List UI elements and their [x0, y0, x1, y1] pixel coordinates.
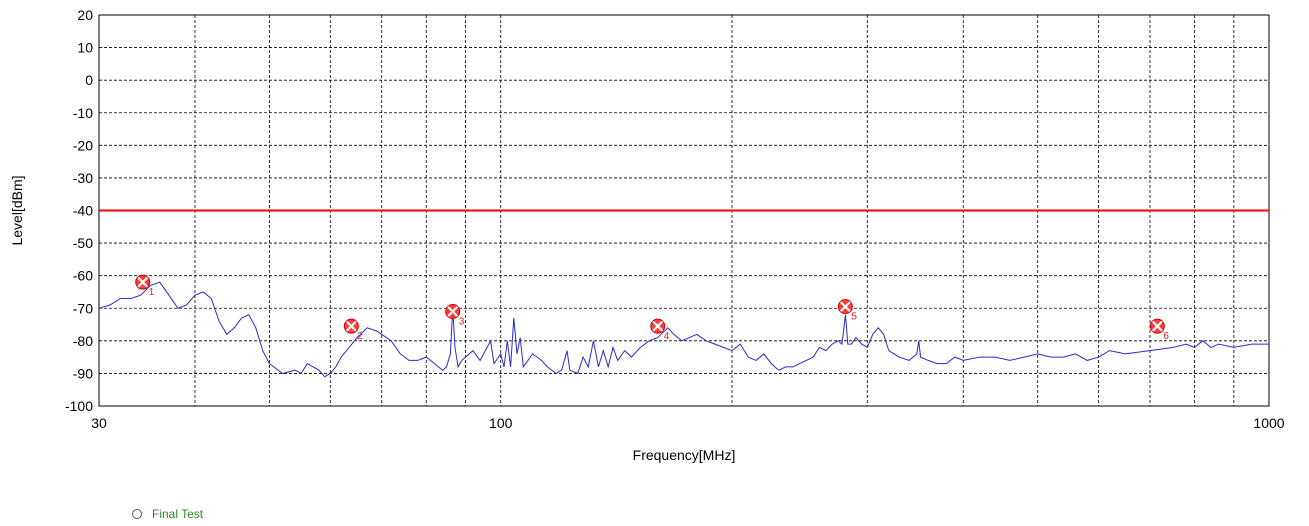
- marker-cross: [447, 306, 458, 317]
- y-tick-label: -40: [73, 203, 93, 219]
- y-tick-label: -60: [73, 268, 93, 284]
- marker-cross: [137, 277, 148, 288]
- y-tick-label: -80: [73, 333, 93, 349]
- peak-marker-icon: 4: [650, 318, 670, 342]
- y-axis-title: Level[dBm]: [9, 175, 25, 245]
- y-tick-label: -20: [73, 137, 93, 153]
- peak-marker-icon: 3: [445, 304, 465, 328]
- y-tick-label: -70: [73, 300, 93, 316]
- y-tick-label: -90: [73, 365, 93, 381]
- marker-number: 5: [851, 312, 857, 323]
- marker-cross: [346, 321, 357, 332]
- y-tick-label: 10: [77, 40, 93, 56]
- marker-cross: [1152, 321, 1163, 332]
- legend: Final Test: [132, 507, 203, 521]
- measurement-trace: [98, 281, 1269, 378]
- marker-number: 2: [357, 331, 363, 342]
- legend-label: Final Test: [152, 507, 204, 521]
- peak-markers: 1 2 3 4 5 6: [135, 274, 1169, 342]
- marker-number: 6: [1163, 331, 1169, 342]
- marker-cross: [840, 301, 851, 312]
- y-tick-label: 0: [85, 72, 93, 88]
- y-tick-label: -10: [73, 105, 93, 121]
- peak-marker-icon: 1: [135, 274, 155, 298]
- marker-number: 3: [459, 317, 465, 328]
- peak-marker-icon: 2: [343, 318, 363, 342]
- peak-marker-icon: 5: [837, 299, 857, 323]
- x-tick-label: 30: [91, 415, 107, 431]
- marker-cross: [652, 321, 663, 332]
- y-tick-label: 20: [77, 7, 93, 23]
- x-axis-ticks: 30 100 1000: [91, 415, 1285, 431]
- x-axis-title: Frequency[MHz]: [633, 447, 736, 463]
- x-tick-label: 1000: [1253, 415, 1284, 431]
- marker-number: 1: [149, 287, 155, 298]
- y-tick-label: -50: [73, 235, 93, 251]
- y-axis-ticks: 20 10 0 -10 -20 -30 -40 -50 -60 -70 -80 -90 -100: [65, 7, 93, 414]
- x-tick-label: 100: [489, 415, 513, 431]
- marker-number: 4: [664, 331, 670, 342]
- legend-circle-icon[interactable]: [132, 509, 142, 519]
- peak-marker-icon: 6: [1149, 318, 1169, 342]
- y-tick-label: -30: [73, 170, 93, 186]
- y-tick-label: -100: [65, 398, 93, 414]
